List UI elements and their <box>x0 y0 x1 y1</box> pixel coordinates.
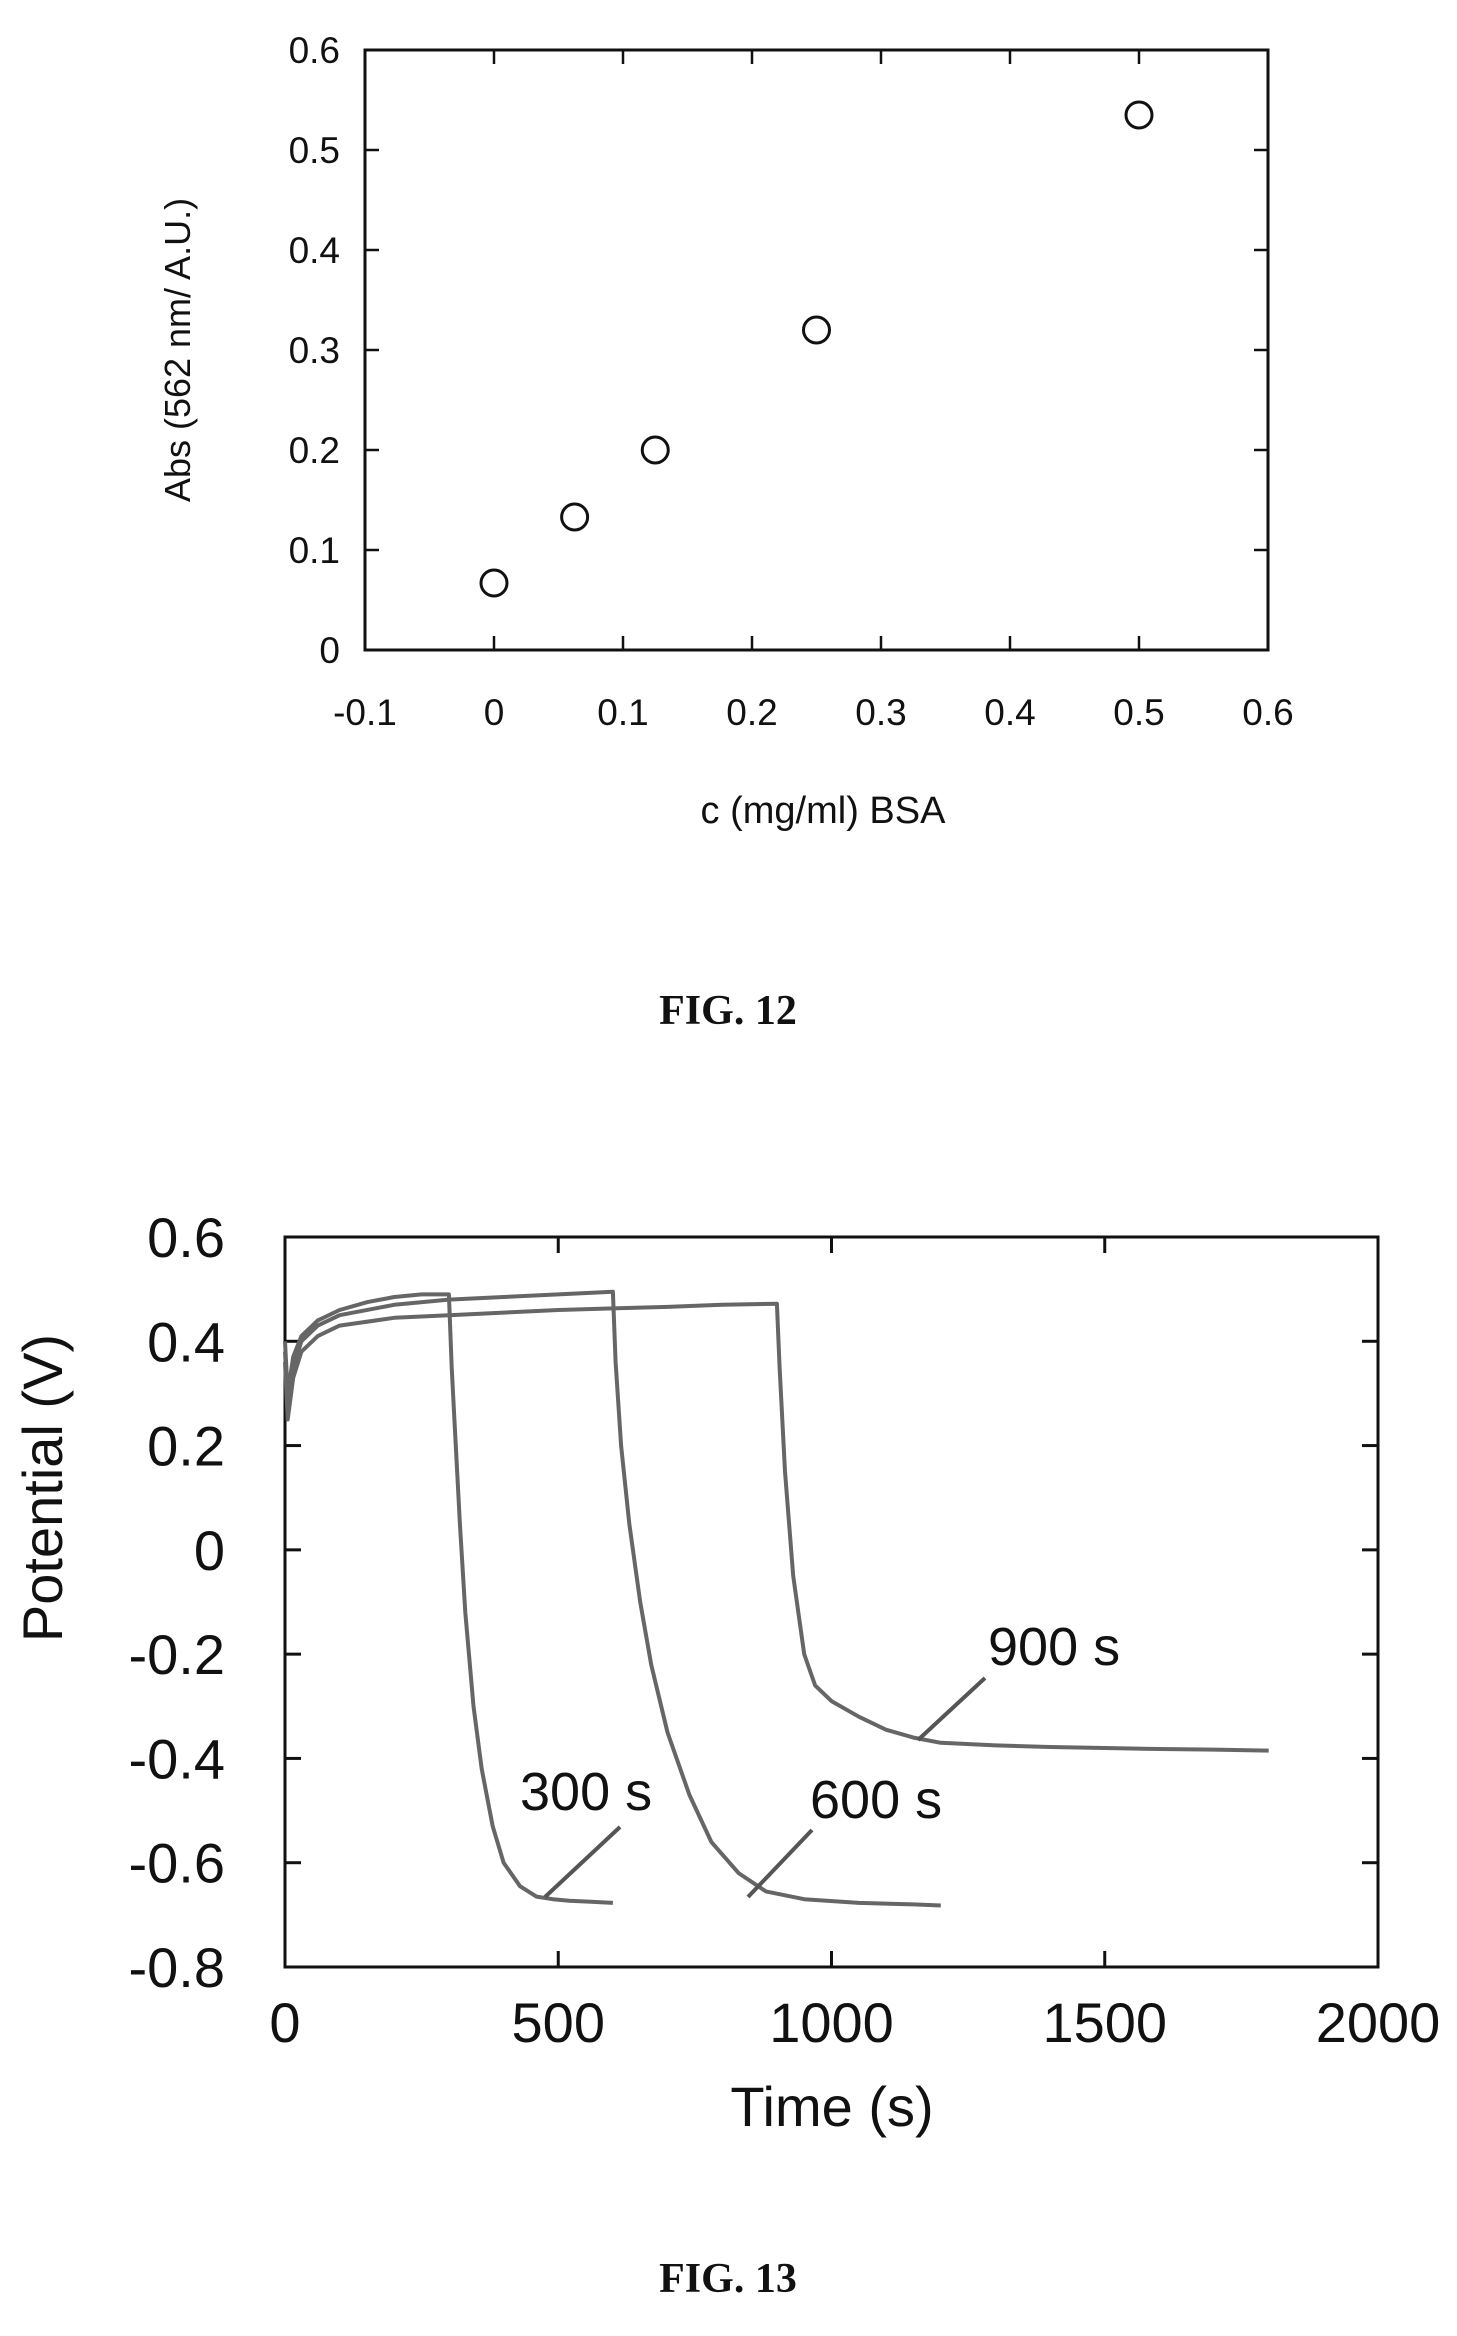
y-tick-label: 0 <box>319 630 340 671</box>
x-tick-label: 1500 <box>1042 1991 1167 2054</box>
y-axis-label: Potential (V) <box>11 1334 74 1642</box>
y-tick-label: 0.6 <box>147 1206 225 1269</box>
y-tick-label: 0.1 <box>289 530 340 571</box>
data-point <box>640 435 670 465</box>
annotation-600s-label: 600 s <box>810 1770 942 1830</box>
data-point <box>560 502 590 532</box>
data-point <box>1124 100 1154 130</box>
x-tick-label: 0 <box>484 692 505 733</box>
annotation-900s-label: 900 s <box>988 1617 1120 1677</box>
figure-caption: FIG. 13 <box>659 2256 797 2302</box>
series-annotations: 300 s 600 s 900 s <box>520 1617 1120 1899</box>
x-tick-label: 0.1 <box>597 692 648 733</box>
annotation-900s-leader <box>916 1676 987 1742</box>
y-tick-label: 0.6 <box>289 30 340 71</box>
x-tick-label: 0.6 <box>1242 692 1293 733</box>
y-tick-label: -0.2 <box>129 1623 226 1686</box>
y-tick-label: 0.3 <box>289 330 340 371</box>
data-series <box>283 1289 1269 1908</box>
annotation-300s-leader <box>543 1825 622 1899</box>
annotation-600s-leader <box>746 1828 814 1899</box>
x-axis-ticks: 0 500 1000 1500 2000 <box>269 1237 1440 2054</box>
x-tick-label: -0.1 <box>333 692 397 733</box>
y-axis-ticks: 0.6 0.4 0.2 0 -0.2 -0.4 -0.6 -0.8 <box>129 1206 1378 1999</box>
chart-fig-13: 0 500 1000 1500 2000 0.6 0.4 0.2 0 -0.2 -0.4 -0.6 -… <box>11 1206 1440 2302</box>
y-tick-label: 0.2 <box>289 430 340 471</box>
y-tick-label: 0.5 <box>289 130 340 171</box>
data-point <box>479 568 509 598</box>
series-600s-line <box>283 1289 941 1908</box>
series-900s-line <box>283 1301 1269 1753</box>
x-tick-label: 0.3 <box>855 692 906 733</box>
y-tick-label: -0.8 <box>129 1936 226 1999</box>
x-axis-label: Time (s) <box>730 2075 933 2138</box>
chart-fig-12: -0.1 0 0.1 0.2 0.3 0.4 0.5 0.6 0 0.1 0.2 0.3 0.4 0.5… <box>157 30 1294 1034</box>
x-tick-label: 1000 <box>769 1991 894 2054</box>
plot-frame <box>363 48 1270 652</box>
y-tick-label: 0.2 <box>147 1415 225 1478</box>
annotation-300s-label: 300 s <box>520 1762 652 1822</box>
figure-caption: FIG. 12 <box>659 988 797 1034</box>
y-tick-label: 0.4 <box>147 1310 225 1373</box>
x-tick-label: 0.2 <box>726 692 777 733</box>
data-point <box>802 315 831 345</box>
x-tick-label: 0.4 <box>984 692 1035 733</box>
x-axis-label: c (mg/ml) BSA <box>701 790 947 832</box>
series-300s-line <box>283 1292 614 1905</box>
y-tick-label: -0.4 <box>129 1727 226 1790</box>
data-points <box>479 100 1154 598</box>
y-tick-label: -0.6 <box>129 1832 226 1895</box>
y-tick-label: 0.4 <box>289 230 340 271</box>
x-tick-label: 2000 <box>1316 1991 1441 2054</box>
y-axis-ticks: 0 0.1 0.2 0.3 0.4 0.5 0.6 <box>289 30 1268 671</box>
x-tick-label: 500 <box>512 1991 605 2054</box>
x-tick-label: 0.5 <box>1113 692 1164 733</box>
x-axis-ticks: -0.1 0 0.1 0.2 0.3 0.4 0.5 0.6 <box>333 50 1294 733</box>
x-tick-label: 0 <box>269 1991 300 2054</box>
y-tick-label: 0 <box>194 1519 225 1582</box>
y-axis-label: Abs (562 nm/ A.U.) <box>157 198 198 502</box>
